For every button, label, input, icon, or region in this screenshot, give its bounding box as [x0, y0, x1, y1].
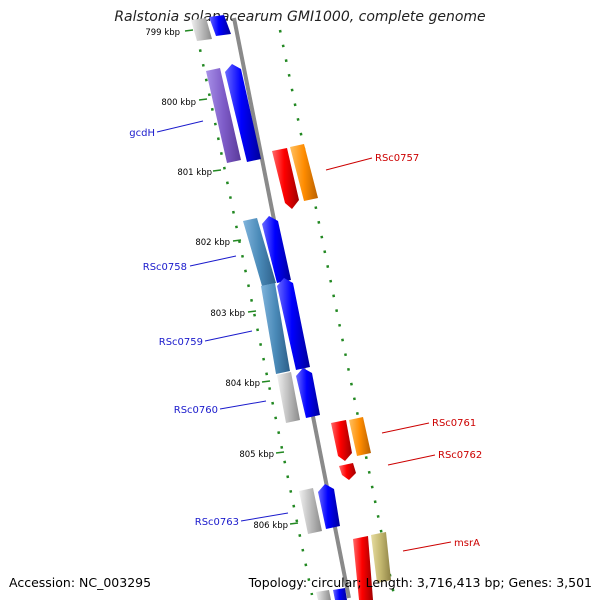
RSc0758-cds — [262, 216, 291, 283]
gene-label-RSc0758: RSc0758 — [143, 262, 187, 273]
topology-text: Topology: circular; Length: 3,716,413 bp… — [248, 575, 592, 590]
cds-reverse-bottom — [333, 588, 347, 600]
map-title: Ralstonia solanacearum GMI1000, complete… — [114, 9, 486, 25]
gene-label-RSc0763: RSc0763 — [195, 517, 239, 528]
msrA-cds — [353, 536, 373, 600]
gene-label-gcdH: gcdH — [129, 128, 155, 139]
RSc0757-feature — [290, 144, 318, 201]
kbp-label: 802 kbp — [195, 238, 230, 248]
accession-text: Accession: NC_003295 — [9, 575, 152, 590]
gene-label-RSc0761: RSc0761 — [432, 418, 476, 429]
kbp-label: 805 kbp — [239, 450, 274, 460]
RSc0759-cds — [277, 278, 310, 370]
kbp-label: 799 kbp — [145, 28, 180, 38]
RSc0763-cds — [318, 484, 340, 529]
kbp-label: 800 kbp — [161, 98, 196, 108]
RSc0761-cds — [331, 420, 352, 461]
kbp-label: 803 kbp — [210, 309, 245, 319]
RSc0763-feature — [299, 488, 322, 534]
gene-label-RSc0759: RSc0759 — [159, 337, 203, 348]
cds-reverse-799 — [209, 15, 231, 36]
gene-label-RSc0757: RSc0757 — [375, 153, 419, 164]
kbp-tick-marks — [184, 29, 299, 525]
gcdH-feature — [206, 68, 241, 163]
grey-feature-bottom — [316, 590, 331, 600]
RSc0759-feature — [261, 283, 290, 374]
RSc0757-cds — [272, 148, 299, 209]
RSc0762-cds — [339, 463, 356, 480]
RSc0760-cds — [296, 368, 320, 418]
kbp-label: 801 kbp — [177, 168, 212, 178]
msrA-feature — [371, 532, 391, 583]
gene-label-msrA: msrA — [454, 538, 480, 549]
gene-label-RSc0762: RSc0762 — [438, 450, 482, 461]
grey-feature-799 — [191, 18, 212, 41]
right-tick-ring — [278, 29, 396, 596]
RSc0761-feature — [349, 417, 371, 456]
RSc0758-feature — [243, 218, 276, 286]
gene-label-RSc0760: RSc0760 — [174, 405, 218, 416]
kbp-label: 806 kbp — [253, 521, 288, 531]
gcdH-cds — [225, 64, 261, 162]
kbp-label: 804 kbp — [225, 379, 260, 389]
RSc0760-feature — [277, 372, 300, 423]
gene-label-lines — [156, 120, 452, 552]
